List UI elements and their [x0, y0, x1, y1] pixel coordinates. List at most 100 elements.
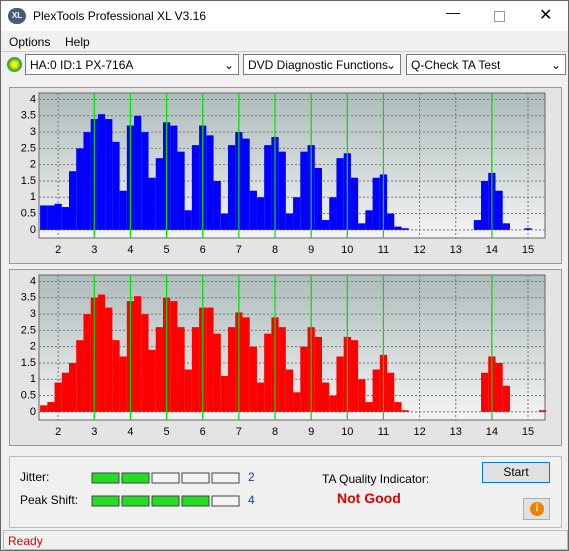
quality-label: TA Quality Indicator:: [322, 472, 430, 486]
meters: Jitter: 2 Peak Shift: 4: [20, 470, 255, 507]
histogram-bar: [293, 197, 301, 230]
histogram-bar: [228, 145, 236, 230]
histogram-bar: [54, 382, 62, 412]
y-tick-label: 2: [30, 159, 36, 171]
x-tick-label: 4: [127, 244, 133, 256]
drive-select[interactable]: HA:0 ID:1 PX-716A ⌄: [25, 54, 239, 75]
histogram-bar: [155, 327, 163, 412]
histogram-bar: [206, 135, 214, 230]
histogram-bar: [300, 151, 308, 230]
meter-segment: [211, 495, 240, 507]
histogram-bar: [372, 177, 380, 230]
histogram-bar: [329, 197, 337, 230]
x-tick-label: 6: [200, 426, 206, 438]
histogram-bar: [242, 317, 250, 412]
x-tick-label: 9: [308, 244, 314, 256]
histogram-bar: [119, 190, 127, 230]
histogram-bar: [47, 205, 55, 230]
meter-label: Jitter:: [20, 470, 49, 484]
meter-segment: [211, 472, 240, 484]
histogram-bar: [329, 395, 337, 412]
histogram-bar: [495, 190, 503, 230]
histogram-bar: [148, 349, 156, 412]
histogram-bar: [481, 180, 489, 230]
meter-value: 4: [248, 493, 255, 507]
meter-segment: [151, 495, 180, 507]
histogram-bar: [54, 203, 62, 230]
close-button[interactable]: ✕: [539, 7, 553, 24]
histogram-bar: [350, 340, 359, 412]
info-button[interactable]: i: [523, 498, 550, 520]
histogram-bar: [213, 333, 221, 412]
histogram-bar: [83, 132, 91, 230]
y-tick-label: 0.5: [21, 207, 36, 219]
x-tick-label: 6: [200, 244, 206, 256]
histogram-bar: [401, 228, 409, 230]
x-tick-label: 2: [55, 426, 61, 438]
menu-options[interactable]: Options: [9, 35, 51, 49]
histogram-bar: [191, 327, 200, 412]
y-tick-label: 2.5: [21, 324, 36, 336]
histogram-bar: [68, 171, 77, 230]
minimize-button[interactable]: —: [446, 4, 460, 20]
x-tick-label: 3: [91, 244, 97, 256]
drive-icon: [7, 57, 22, 72]
histogram-bar: [249, 346, 257, 412]
histogram-bar: [350, 177, 359, 230]
histogram-bar: [365, 210, 373, 230]
x-tick-label: 15: [522, 244, 534, 256]
meter-segment: [91, 495, 120, 507]
histogram-bar: [97, 114, 106, 230]
start-button[interactable]: Start: [482, 462, 550, 483]
function-text: DVD Diagnostic Functions: [248, 58, 389, 72]
y-tick-label: 0.5: [21, 389, 36, 401]
histogram-bar: [473, 220, 482, 230]
histogram-bar: [314, 167, 322, 230]
x-tick-label: 4: [127, 426, 133, 438]
x-tick-label: 5: [164, 244, 170, 256]
app-icon: XL: [8, 8, 26, 24]
histogram-bar: [170, 301, 178, 412]
y-tick-label: 3: [30, 308, 36, 320]
chart-peak-shift: 0 0.5 1 1.5 2 2.5 3 3.5 4 2 3 4 5 6 7 8 9 10 11 12 13 14 15: [9, 269, 562, 446]
menu-help[interactable]: Help: [65, 35, 90, 49]
histogram-bar: [256, 382, 265, 412]
info-icon: i: [530, 502, 544, 516]
status-text: Ready: [8, 534, 43, 548]
meter-segment: [181, 472, 210, 484]
histogram-bar: [285, 213, 294, 230]
function-select[interactable]: DVD Diagnostic Functions ⌄: [243, 54, 401, 75]
y-tick-label: 3: [30, 126, 36, 138]
histogram-bar: [228, 327, 236, 412]
histogram-bar: [76, 148, 84, 230]
meter-label: Peak Shift:: [20, 493, 78, 507]
x-tick-label: 12: [413, 426, 425, 438]
histogram-bar: [213, 180, 221, 230]
histogram-bar: [524, 228, 532, 230]
y-tick-label: 4: [30, 93, 36, 105]
histogram-bar: [148, 177, 156, 230]
histogram-bar: [336, 356, 344, 412]
histogram-bar: [502, 385, 510, 412]
y-tick-label: 1.5: [21, 357, 36, 369]
histogram-bar: [285, 369, 294, 412]
test-select[interactable]: Q-Check TA Test ⌄: [406, 54, 566, 75]
histogram-bar: [394, 226, 402, 230]
maximize-button[interactable]: [494, 11, 505, 22]
histogram-bar: [76, 340, 84, 412]
x-tick-label: 11: [378, 426, 389, 438]
histogram-bar: [141, 132, 149, 230]
histogram-bar: [119, 356, 127, 412]
histogram-bar: [293, 392, 301, 412]
histogram-bar: [242, 138, 250, 230]
histogram-bar: [314, 336, 322, 412]
histogram-bar: [141, 314, 149, 412]
histogram-bar: [495, 362, 503, 412]
x-tick-label: 15: [522, 426, 534, 438]
y-tick-label: 0: [30, 406, 36, 418]
x-tick-label: 9: [308, 426, 314, 438]
chart-jitter: 0 0.5 1 1.5 2 2.5 3 3.5 4 2 3 4 5 6 7 8 9 10 11 12 13 14 15: [9, 87, 562, 264]
histogram-bar: [394, 402, 402, 412]
x-tick-label: 10: [341, 426, 353, 438]
